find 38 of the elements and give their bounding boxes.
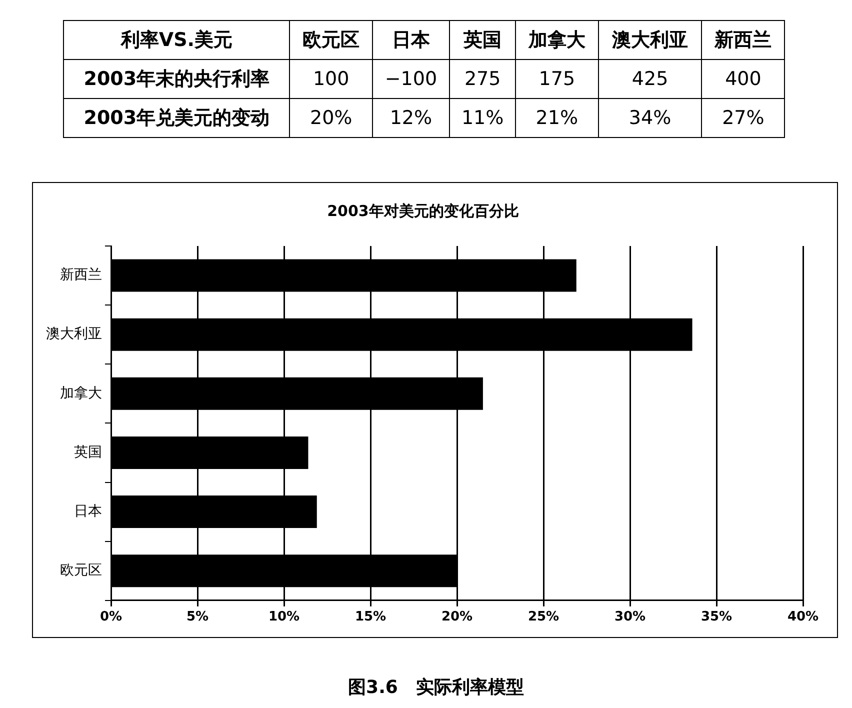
x-tick-label: 25%	[528, 610, 560, 625]
y-tick-label: 澳大利亚	[46, 326, 102, 342]
x-tick-label: 15%	[354, 610, 386, 625]
category-label: 日本	[372, 20, 450, 60]
data-label: 425	[598, 60, 702, 98]
data-label: 34%	[598, 98, 702, 138]
x-tick-label: 40%	[787, 610, 819, 625]
x-tick-label: 30%	[614, 610, 646, 625]
y-tick-label: 加拿大	[60, 385, 102, 402]
y-tick-label: 日本	[74, 503, 102, 520]
y-tick-label: 新西兰	[60, 267, 102, 284]
data-label: 100	[290, 60, 372, 98]
x-tick-label: 0%	[100, 610, 122, 625]
category-label: 新西兰	[702, 20, 784, 60]
legend-label: 2003年末的央行利率	[64, 60, 290, 98]
data-label: 275	[450, 60, 516, 98]
x-tick-label: 20%	[441, 610, 473, 625]
chart-title: 2003年对美元的变化百分比	[327, 202, 519, 220]
data-label: 175	[516, 60, 598, 98]
data-label: 27%	[702, 98, 784, 138]
data-label: 20%	[290, 98, 372, 138]
legend-label: 2003年兑美元的变动	[64, 98, 290, 138]
y-tick-label: 英国	[74, 444, 102, 460]
data-label: 12%	[372, 98, 450, 138]
category-label: 澳大利亚	[598, 20, 702, 60]
data-label: −100	[372, 60, 450, 98]
text: 利率VS.美元	[64, 20, 290, 60]
data-label: 21%	[516, 98, 598, 138]
caption: 图3.6 实际利率模型	[347, 676, 525, 699]
x-tick-label: 10%	[268, 610, 300, 625]
category-label: 加拿大	[516, 20, 598, 60]
data-label: 11%	[450, 98, 516, 138]
x-tick-label: 5%	[186, 610, 209, 625]
category-label: 欧元区	[290, 20, 372, 60]
data-label: 400	[702, 60, 784, 98]
category-label: 英国	[450, 20, 516, 60]
x-tick-label: 35%	[700, 610, 732, 625]
y-tick-label: 欧元区	[60, 562, 102, 579]
